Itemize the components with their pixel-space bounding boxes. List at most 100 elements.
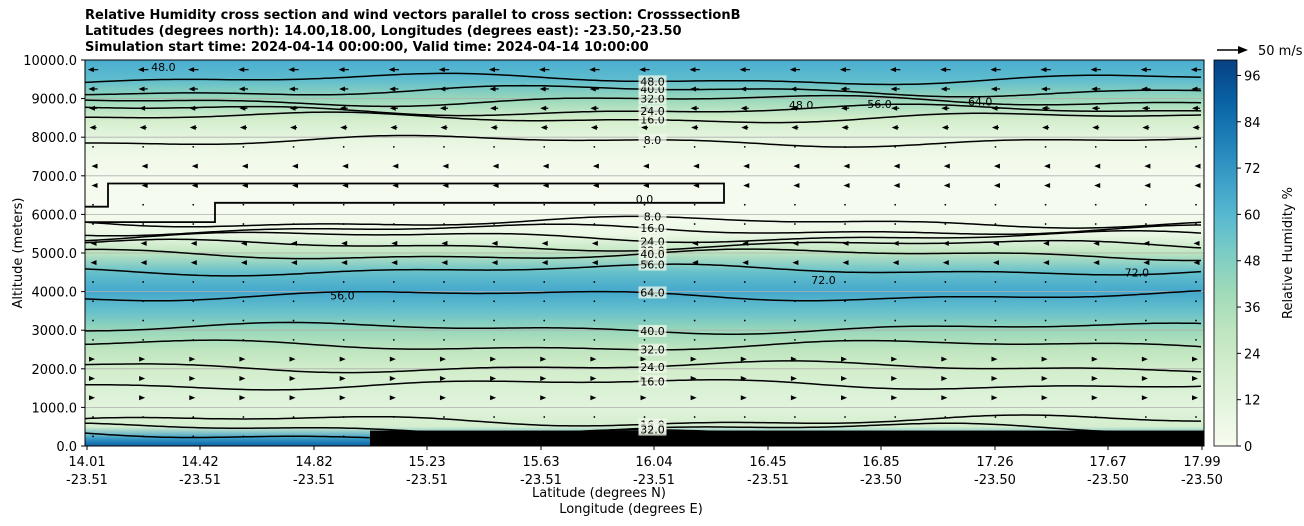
wind-vector [1144, 319, 1147, 322]
wind-vector [1192, 395, 1198, 401]
wind-vector [994, 338, 997, 341]
wind-vector [941, 125, 948, 131]
wind-vector [342, 182, 349, 188]
wind-vector [944, 300, 947, 303]
wind-vector [892, 260, 899, 266]
y-tick-label: 9000.0 [32, 93, 78, 108]
wind-vector [1040, 86, 1047, 92]
wind-vector [1044, 163, 1051, 169]
wind-vector [643, 203, 646, 206]
x-tick-label-lon: -23.51 [66, 473, 108, 488]
wind-vector [743, 435, 746, 438]
wind-vector [543, 300, 546, 303]
wind-vector [138, 86, 145, 92]
wind-vector [994, 319, 997, 322]
wind-vector [743, 182, 750, 188]
wind-vector [892, 240, 899, 246]
wind-vector [643, 145, 646, 148]
wind-vector [690, 86, 697, 92]
wind-vector [92, 300, 94, 303]
wind-vector [390, 125, 397, 131]
wind-vector [339, 86, 346, 92]
wind-vector [443, 416, 445, 418]
wind-vector [592, 163, 599, 169]
wind-vector [392, 435, 395, 438]
wind-vector [693, 223, 696, 225]
wind-vector [492, 182, 499, 188]
wind-vector [92, 338, 94, 341]
wind-vector [1195, 435, 1197, 438]
wind-vector [192, 223, 195, 225]
wind-vector [443, 435, 445, 438]
wind-vector [841, 125, 848, 131]
wind-vector [1094, 182, 1101, 188]
wind-vector [192, 300, 195, 303]
colorbar-tick-label: 96 [1244, 69, 1261, 84]
contour-label: 32.0 [640, 424, 665, 437]
wind-vector [593, 435, 596, 438]
x-tick-label-lat: 15.63 [522, 455, 559, 470]
wind-vector [242, 435, 245, 438]
wind-vector [690, 375, 697, 381]
y-tick-label: 2000.0 [32, 363, 78, 378]
wind-vector [491, 240, 498, 246]
wind-vector [439, 105, 446, 111]
contour-label-bg [638, 375, 667, 388]
wind-vector [89, 356, 95, 362]
wind-vector [1195, 145, 1197, 148]
wind-vector [339, 375, 346, 381]
wind-vector [493, 300, 495, 303]
wind-vector [693, 203, 696, 206]
wind-vector [392, 223, 395, 225]
x-tick-label-lat: 16.04 [635, 455, 672, 470]
wind-vector [540, 395, 547, 401]
x-tick-label-lon: -23.51 [520, 473, 562, 488]
wind-vector [1195, 223, 1197, 225]
wind-vector [241, 163, 248, 169]
wind-vector [190, 260, 197, 266]
contour-label: 24.0 [640, 105, 665, 118]
colorbar-tick-label: 24 [1244, 347, 1261, 362]
wind-vector [894, 319, 897, 322]
wind-vector [92, 145, 94, 148]
x-tick-label-lat: 16.85 [862, 455, 899, 470]
wind-vector [141, 182, 148, 188]
wind-vector [490, 375, 497, 381]
wind-vector [1094, 223, 1097, 225]
wind-vector [188, 86, 195, 92]
wind-vector [890, 67, 897, 73]
wind-vector [242, 319, 245, 322]
plot-area: 8.016.024.032.040.056.064.040.032.024.01… [85, 60, 1204, 446]
wind-vector [391, 260, 398, 266]
wind-vector [589, 86, 596, 92]
y-tick-label: 5000.0 [32, 247, 78, 262]
wind-vector [543, 203, 546, 206]
wind-vector [540, 356, 547, 362]
contour-label-bg [638, 235, 667, 248]
x-tick-label-lon: -23.51 [179, 473, 221, 488]
wind-vector [539, 86, 546, 92]
wind-vector [192, 203, 195, 206]
contour-label-bg [638, 247, 667, 260]
wind-vector [541, 260, 548, 266]
wind-vector [142, 416, 145, 418]
wind-vector [1194, 182, 1201, 188]
wind-vector [1141, 375, 1148, 381]
wind-vector [994, 223, 997, 225]
wind-vector [189, 105, 196, 111]
quiver-key: 50 m/s [1217, 44, 1303, 59]
wind-vector [339, 105, 346, 111]
wind-vector [693, 145, 696, 148]
wind-vector [1195, 281, 1197, 283]
wind-vector [1041, 105, 1048, 111]
wind-vector [1091, 375, 1098, 381]
wind-vector [740, 375, 747, 381]
wind-vector [742, 240, 749, 246]
wind-vector [142, 281, 145, 283]
contour-label: 64.0 [968, 96, 993, 109]
wind-vector [92, 319, 94, 322]
wind-vector [490, 105, 497, 111]
wind-vector [392, 145, 395, 148]
wind-vector [189, 375, 196, 381]
wind-vector [441, 260, 448, 266]
